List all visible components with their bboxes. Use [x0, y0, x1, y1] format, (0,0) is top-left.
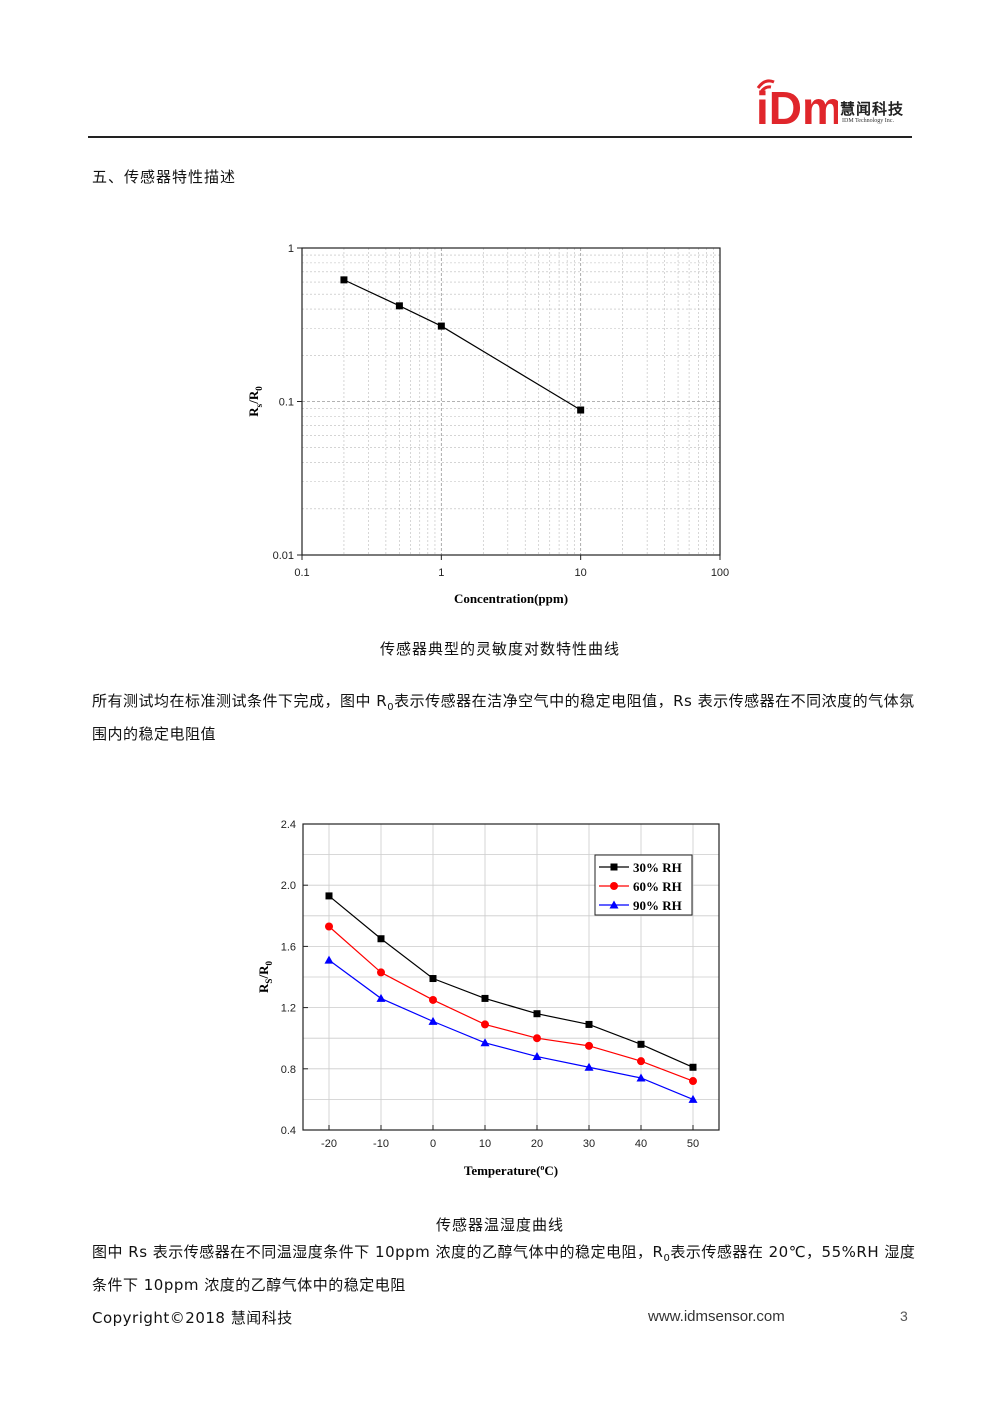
x-axis-title: Temperature(oC) [464, 1163, 558, 1178]
data-point [532, 1052, 542, 1061]
data-point [688, 1094, 698, 1103]
y-axis-title-part: R [246, 407, 261, 417]
x-tick-label: 30 [583, 1138, 595, 1150]
data-point [636, 1073, 646, 1082]
paragraph-1-text-b: 表示传感器在洁净空气中的稳定电阻值，Rs 表示传感器在不同浓度的气体氛围内的稳定… [92, 692, 915, 743]
series-line [343, 279, 581, 411]
page-number: 3 [900, 1308, 908, 1324]
series-line [328, 926, 694, 1082]
data-point [340, 276, 348, 284]
data-point [377, 935, 385, 943]
y-axis-title-part: /R [256, 965, 271, 980]
y-axis-title-part: 0 [264, 961, 274, 966]
x-tick-label: 0 [430, 1138, 436, 1150]
footer-copyright: Copyright©2018 慧闻科技 [92, 1309, 293, 1327]
data-point [437, 322, 445, 330]
data-point [637, 1057, 645, 1066]
data-point [585, 1020, 593, 1028]
y-tick-label: 2.4 [281, 819, 296, 831]
x-axis-title-part: C) [544, 1163, 558, 1178]
paragraph-2: 图中 Rs 表示传感器在不同温湿度条件下 10ppm 浓度的乙醇气体中的稳定电阻… [92, 1239, 917, 1299]
x-tick-label: 1 [438, 567, 444, 579]
y-axis-title-part: s [254, 403, 264, 407]
chart1-caption: 传感器典型的灵敏度对数特性曲线 [379, 640, 620, 658]
logo-mark: iDm [756, 82, 838, 130]
data-point [689, 1063, 697, 1071]
section-heading: 五、传感器特性描述 [92, 168, 237, 186]
x-axis-title-part: o [540, 1163, 544, 1172]
company-name-en: IDM Technology Inc. [842, 118, 894, 124]
y-axis-title-part: /R [246, 390, 261, 405]
data-point [325, 892, 333, 900]
footer-website[interactable]: www.idmsensor.com [648, 1308, 785, 1325]
y-tick-label: 0.8 [281, 1064, 296, 1076]
data-point [377, 968, 385, 977]
data-point [324, 955, 334, 964]
data-point [429, 995, 437, 1004]
x-tick-label: 10 [575, 567, 587, 579]
paragraph-2-text-b: 表示传感器在 20℃，55%RH 湿度条件下 10ppm 浓度的乙醇气体中的稳定… [92, 1243, 916, 1294]
data-point [395, 302, 403, 310]
legend-label: 60% RH [633, 879, 682, 894]
data-point [480, 1038, 490, 1047]
y-axis-title-part: 0 [254, 386, 264, 391]
legend-marker [610, 863, 618, 871]
data-point [428, 1016, 438, 1025]
x-tick-label: -10 [373, 1138, 389, 1150]
legend-marker [610, 882, 618, 890]
data-point [637, 1040, 645, 1048]
header-rule [88, 136, 912, 138]
data-point [429, 975, 437, 983]
y-axis-title: Rs/R0 [246, 386, 264, 417]
plot-frame [302, 823, 720, 1131]
company-name-cn: 慧闻科技 [840, 100, 905, 118]
temp-humidity-chart: -20 -10 0 10 20 30 40 50 0.4 0.8 1.2 1.6 2.0 2.4 30% R… [256, 819, 720, 1178]
y-tick-label: 2.0 [281, 880, 296, 892]
y-tick-label: 1.2 [281, 1003, 296, 1015]
x-axis-title: Concentration(ppm) [454, 591, 568, 606]
x-tick-label: 10 [479, 1138, 491, 1150]
data-point [577, 406, 585, 414]
x-tick-label: 20 [531, 1138, 543, 1150]
y-tick-label: 0.1 [279, 397, 294, 409]
paragraph-2-sub: 0 [663, 1253, 671, 1264]
data-point [325, 922, 333, 931]
paragraph-1: 所有测试均在标准测试条件下完成，图中 R0表示传感器在洁净空气中的稳定电阻值，R… [92, 688, 917, 748]
paragraph-1-sub: 0 [387, 702, 395, 713]
data-point [585, 1041, 593, 1050]
y-tick-label: 0.01 [273, 550, 294, 562]
paragraph-1-text-a: 所有测试均在标准测试条件下完成，图中 R [92, 692, 388, 710]
paragraph-2-text-a: 图中 Rs 表示传感器在不同温湿度条件下 10ppm 浓度的乙醇气体中的稳定电阻… [92, 1243, 664, 1261]
x-tick-label: -20 [321, 1138, 337, 1150]
x-tick-label: 50 [687, 1138, 699, 1150]
y-axis-title-part: S [264, 979, 274, 984]
data-point [481, 1020, 489, 1029]
y-tick-label: 0.4 [281, 1125, 296, 1137]
data-point [533, 1010, 541, 1018]
legend-marker [609, 900, 619, 909]
legend-label: 90% RH [633, 898, 682, 913]
data-point [584, 1062, 594, 1071]
x-tick-label: 100 [711, 567, 729, 579]
series-line [328, 959, 694, 1100]
x-tick-label: 40 [635, 1138, 647, 1150]
y-tick-label: 1.6 [281, 941, 296, 953]
idm-logo-icon: iDm [756, 79, 838, 130]
data-point [689, 1077, 697, 1086]
y-tick-label: 1 [288, 243, 294, 255]
data-point [481, 994, 489, 1002]
y-axis-title: RS/R0 [256, 961, 274, 993]
chart2-caption: 传感器温湿度曲线 [435, 1216, 564, 1234]
series-line [328, 895, 694, 1068]
y-axis-title-part: R [256, 983, 271, 993]
header: iDm 慧闻科技 IDM Technology Inc. [0, 0, 1000, 140]
x-axis-title-part: Temperature( [464, 1163, 541, 1178]
legend-label: 30% RH [633, 860, 682, 875]
data-point [533, 1034, 541, 1043]
data-point [376, 993, 386, 1002]
x-tick-label: 0.1 [294, 567, 309, 579]
